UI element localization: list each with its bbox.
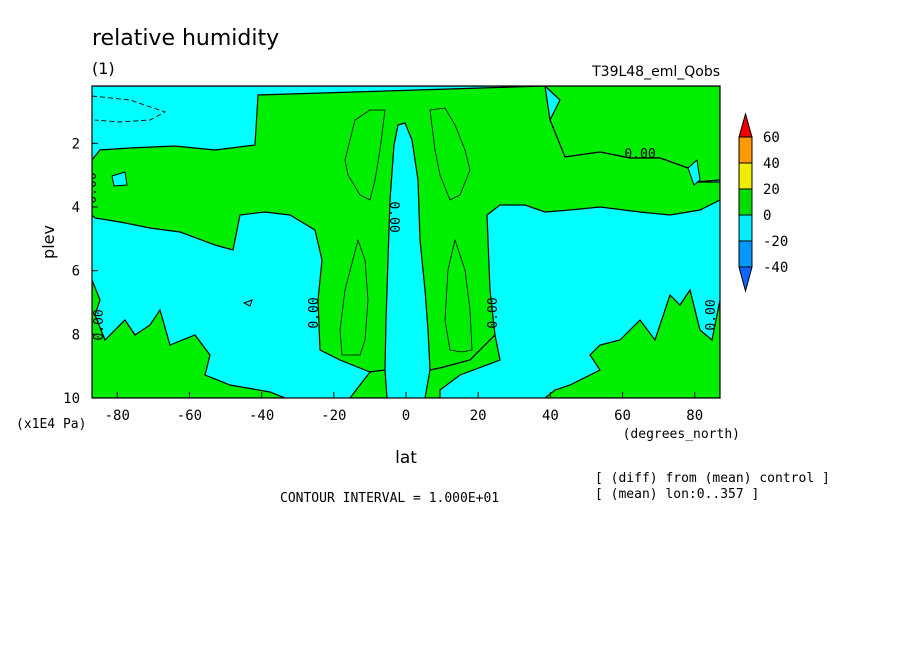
contour-label: 0.00 [307,297,322,328]
contour-line-inner-right [429,107,471,201]
small-island-left [111,171,128,187]
x-tick-label: -40 [249,408,274,424]
contour-label: 0.00 [704,299,719,330]
x-tick-label: 20 [470,408,487,424]
x-tick-label: -60 [177,408,202,424]
y-tick-label: 10 [63,391,80,407]
x-axis-units: (degrees_north) [623,427,740,442]
y-axis-label: plev [39,225,58,259]
colorbar-label: -40 [763,260,788,276]
x-tick-label: -20 [321,408,346,424]
x-tick-label: 40 [542,408,559,424]
x-tick-label: -80 [105,408,130,424]
positive-region-center-lower-2 [424,333,501,398]
y-tick-label: 4 [72,200,80,216]
colorbar-label: 20 [763,182,780,198]
contour-interval-text: CONTOUR INTERVAL = 1.000E+01 [280,491,499,506]
small-island-right [687,159,701,186]
colorbar-label: 40 [763,156,780,172]
contour-label: 0.00 [92,309,107,340]
colorbar-label: -20 [763,234,788,250]
y-axis: 2 4 6 8 10 [63,136,98,407]
small-island-mid [242,299,253,307]
colorbar-swatch [738,136,753,164]
colorbar-top-arrow [738,112,753,138]
colorbar: 60 40 20 0 -20 -40 [738,112,788,293]
plot-area: 0.00 0.00 0.00 0.00 0.00 0.00 0.00 [85,85,721,399]
contour-line-inner-left-lower [339,238,369,356]
colorbar-swatch [738,240,753,268]
dashed-negative-contour [92,95,167,123]
positive-region-lower-left [92,279,286,398]
y-tick-label: 6 [72,264,80,280]
contour-label: 0.00 [85,172,100,203]
contour-label: 0.00 [386,201,401,232]
contour-line-inner-left [344,109,386,201]
x-axis-label: lat [395,448,417,468]
colorbar-label: 60 [763,130,780,146]
colorbar-label: 0 [763,208,771,224]
chart-title: relative humidity [92,26,279,51]
chart-subtitle: (1) [92,59,115,78]
y-tick-label: 8 [72,327,80,343]
x-tick-label: 60 [614,408,631,424]
contour-label: 0.00 [486,297,501,328]
positive-region-center-lower [349,369,388,398]
colorbar-swatch [738,214,753,242]
colorbar-bottom-arrow [738,266,753,293]
note-diff: [ (diff) from (mean) control ] [595,471,830,486]
note-mean: [ (mean) lon:0..357 ] [595,487,759,502]
x-axis: -80 -60 -40 -20 0 20 40 60 80 [105,392,703,424]
y-axis-units: (x1E4 Pa) [16,417,86,432]
x-tick-label: 80 [686,408,703,424]
y-tick-label: 2 [72,136,80,152]
colorbar-swatch [738,162,753,190]
positive-region-lower-right [544,288,720,398]
experiment-label: T39L48_eml_Qobs [591,64,720,80]
contour-label: 0.00 [624,147,655,162]
contour-line-inner-right-lower [444,238,473,353]
x-tick-label: 0 [402,408,410,424]
colorbar-swatch [738,188,753,216]
